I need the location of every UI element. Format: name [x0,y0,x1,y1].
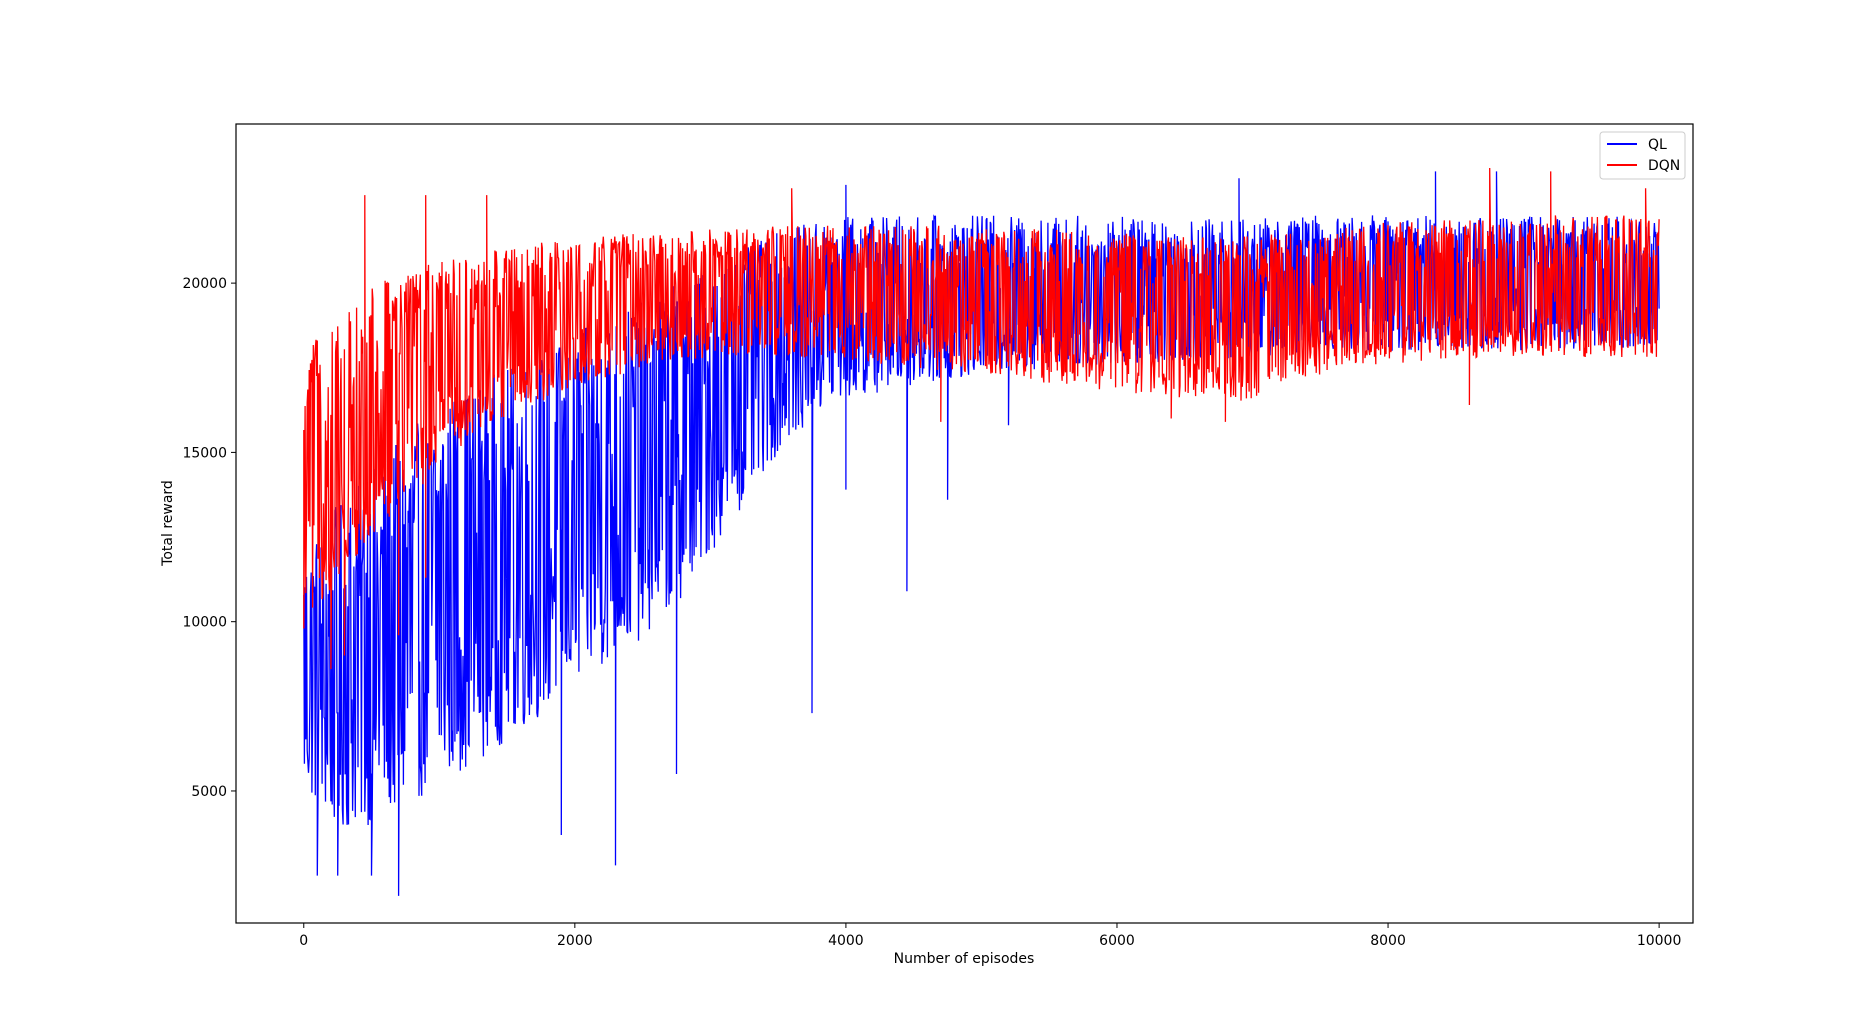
legend: QL DQN [1599,131,1686,180]
x-tick-label: 0 [299,933,308,949]
legend-dqn-label: DQN [1648,158,1680,174]
series-layer [303,167,1660,896]
series-line-dqn [303,167,1660,670]
x-tick-label: 4000 [828,933,864,949]
x-tick-label: 8000 [1370,933,1406,949]
y-tick-label: 15000 [182,445,227,461]
y-axis: 5000 10000 15000 20000 [182,276,236,800]
legend-ql-label: QL [1648,137,1667,153]
x-tick-label: 2000 [557,933,593,949]
x-axis-label: Number of episodes [894,951,1035,967]
plot-frame [235,123,1694,924]
y-tick-label: 20000 [182,276,227,292]
x-tick-label: 6000 [1099,933,1135,949]
x-tick-label: 10000 [1637,933,1682,949]
x-axis: 0 2000 4000 6000 8000 10000 [299,923,1681,949]
y-tick-label: 10000 [182,615,227,631]
y-tick-label: 5000 [191,784,227,800]
y-axis-label: Total reward [160,480,176,567]
